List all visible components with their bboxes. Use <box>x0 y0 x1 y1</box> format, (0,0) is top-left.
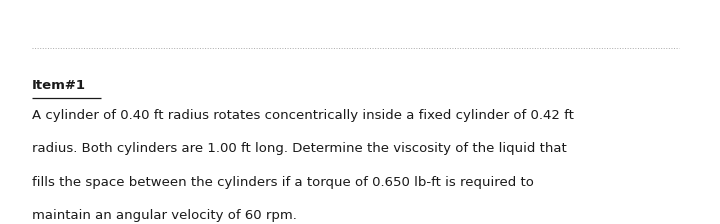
Text: radius. Both cylinders are 1.00 ft long. Determine the viscosity of the liquid t: radius. Both cylinders are 1.00 ft long.… <box>32 142 567 155</box>
Text: fills the space between the cylinders if a torque of 0.650 lb-ft is required to: fills the space between the cylinders if… <box>32 176 534 189</box>
Text: Item#1: Item#1 <box>32 79 86 92</box>
Text: maintain an angular velocity of 60 rpm.: maintain an angular velocity of 60 rpm. <box>32 209 297 222</box>
Text: A cylinder of 0.40 ft radius rotates concentrically inside a fixed cylinder of 0: A cylinder of 0.40 ft radius rotates con… <box>32 108 574 121</box>
